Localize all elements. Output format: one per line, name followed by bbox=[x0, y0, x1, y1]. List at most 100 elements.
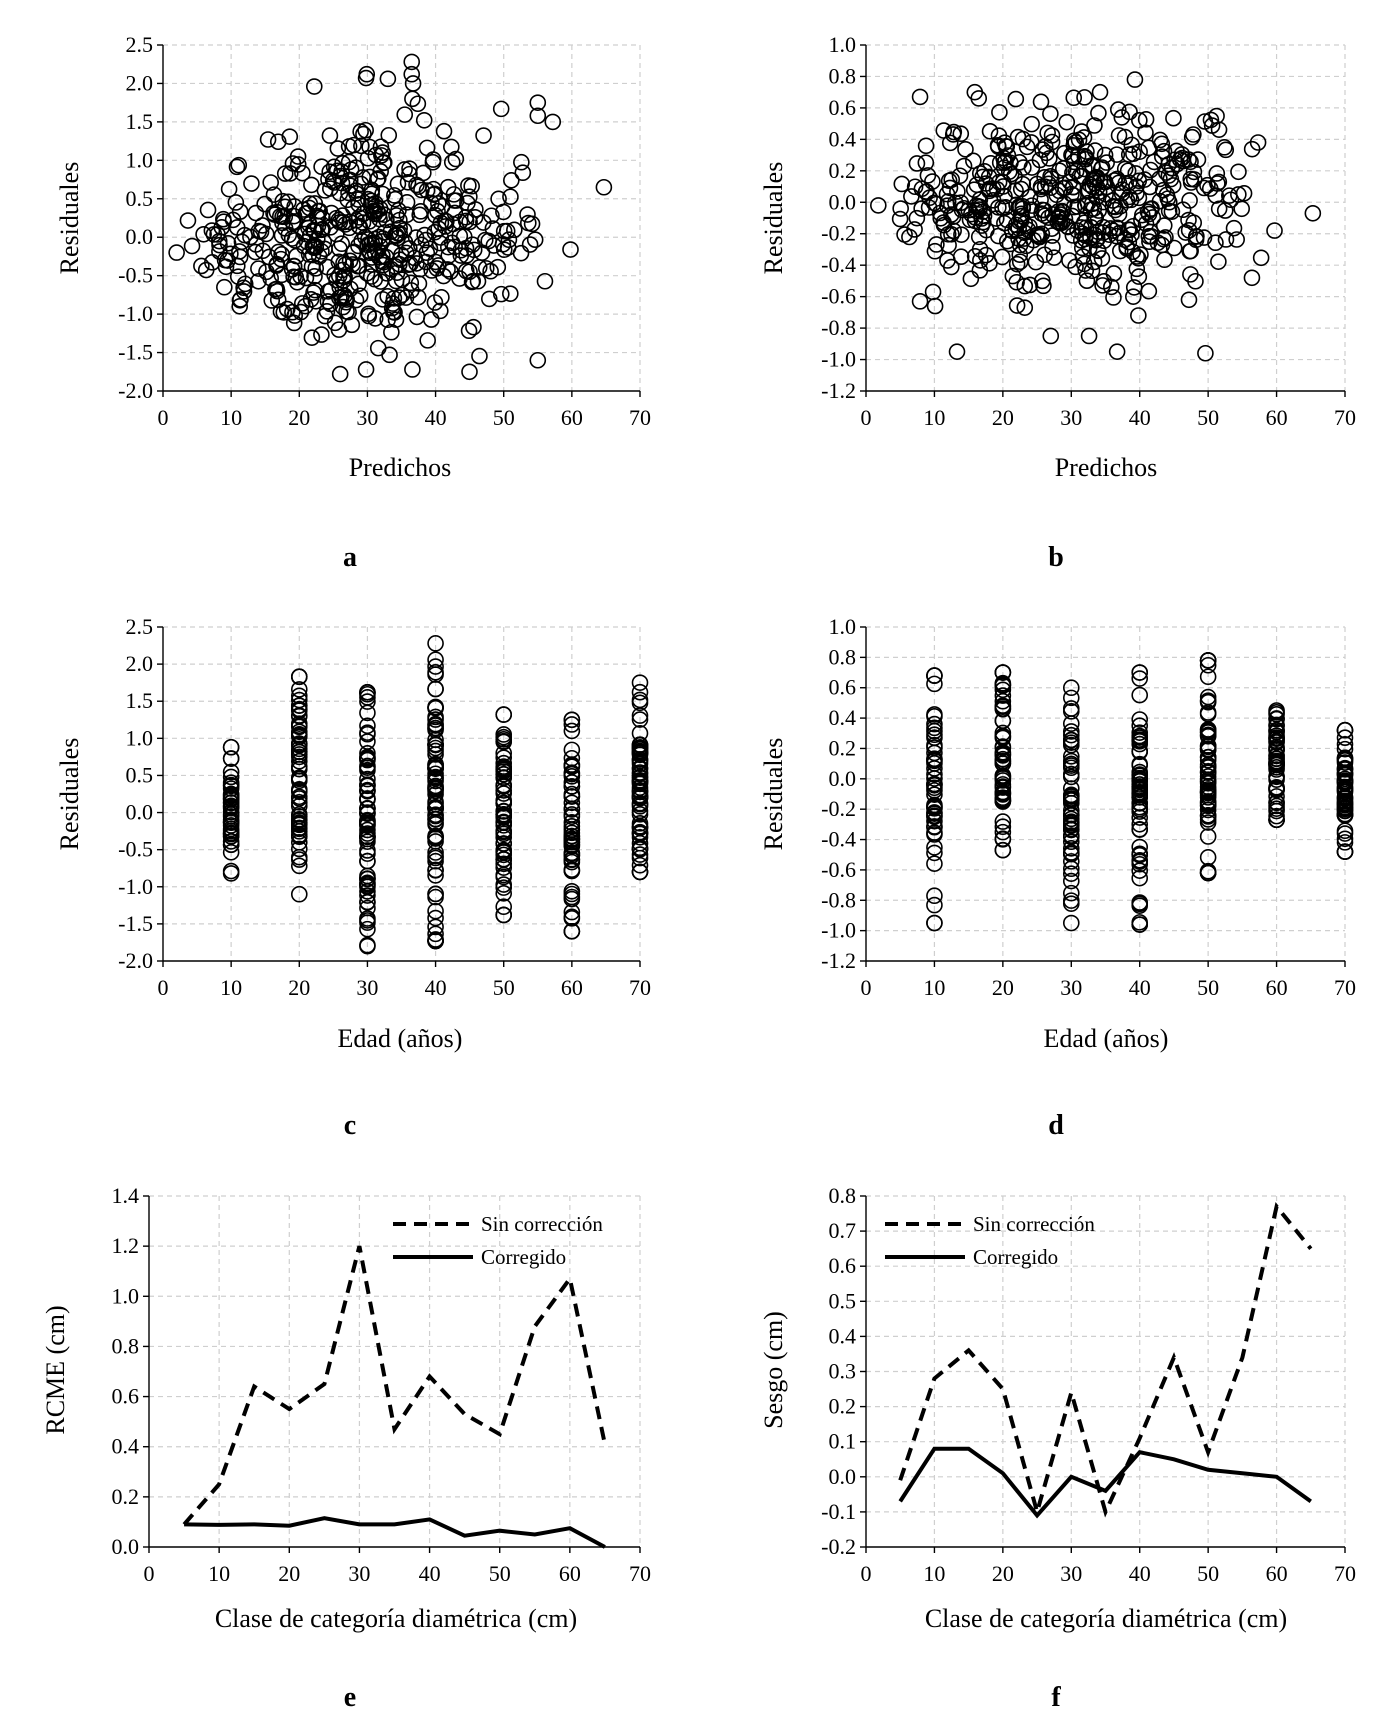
data-point bbox=[463, 273, 481, 291]
data-point bbox=[379, 311, 396, 329]
y-tick-label: -0.4 bbox=[821, 252, 856, 277]
data-point bbox=[1121, 221, 1138, 239]
data-point bbox=[1243, 269, 1261, 287]
x-tick-label: 30 bbox=[1060, 405, 1082, 430]
data-point bbox=[1180, 151, 1197, 168]
data-point bbox=[1131, 846, 1149, 864]
data-point bbox=[1062, 853, 1080, 870]
data-point bbox=[390, 289, 408, 306]
data-point bbox=[631, 740, 649, 758]
data-point bbox=[338, 303, 355, 320]
x-tick-label: 0 bbox=[158, 405, 169, 430]
x-axis-title: Edad (años) bbox=[338, 1024, 463, 1053]
y-axis-title: Residuales bbox=[759, 162, 788, 275]
x-tick-label: 70 bbox=[629, 405, 651, 430]
data-point bbox=[373, 147, 390, 164]
data-point bbox=[276, 198, 294, 216]
data-point bbox=[426, 223, 444, 241]
data-point bbox=[563, 785, 581, 803]
x-tick-label: 40 bbox=[1129, 975, 1151, 1000]
y-tick-label: -0.8 bbox=[821, 315, 856, 340]
data-point bbox=[631, 736, 649, 753]
data-point bbox=[359, 830, 376, 848]
data-point bbox=[227, 194, 245, 211]
y-tick-label: 2.0 bbox=[126, 70, 154, 95]
y-tick-label: 0.2 bbox=[112, 1484, 140, 1509]
data-point bbox=[427, 925, 444, 943]
data-point bbox=[1039, 124, 1056, 142]
data-point bbox=[427, 698, 444, 716]
data-point bbox=[521, 236, 539, 253]
data-point bbox=[399, 173, 417, 191]
data-point bbox=[357, 121, 374, 139]
data-point bbox=[372, 163, 389, 180]
data-point bbox=[1016, 299, 1034, 316]
data-point bbox=[222, 833, 240, 850]
data-point bbox=[418, 182, 436, 199]
data-point bbox=[1228, 231, 1245, 248]
x-tick-label: 30 bbox=[356, 975, 378, 1000]
data-point bbox=[1145, 153, 1163, 171]
data-point bbox=[631, 711, 649, 728]
data-point bbox=[370, 249, 388, 266]
data-point bbox=[324, 172, 342, 189]
data-point bbox=[359, 689, 376, 706]
data-point bbox=[1156, 251, 1173, 269]
data-point bbox=[353, 232, 370, 250]
data-point bbox=[1123, 136, 1141, 154]
data-point bbox=[359, 782, 376, 799]
data-point bbox=[1051, 214, 1069, 232]
data-point bbox=[427, 932, 444, 950]
data-point bbox=[311, 202, 328, 220]
data-point bbox=[940, 172, 958, 190]
data-point bbox=[974, 168, 992, 186]
data-point bbox=[209, 226, 226, 243]
data-point bbox=[359, 893, 376, 911]
data-point bbox=[941, 134, 959, 152]
data-point bbox=[340, 184, 357, 202]
data-point bbox=[1064, 178, 1082, 196]
data-point bbox=[357, 69, 375, 87]
y-tick-label: -1.2 bbox=[821, 948, 856, 973]
data-point bbox=[444, 215, 462, 233]
data-point bbox=[1108, 227, 1125, 245]
data-point bbox=[495, 859, 513, 876]
data-point bbox=[1032, 93, 1050, 111]
y-tick-label: 0.4 bbox=[112, 1434, 140, 1459]
x-tick-label: 20 bbox=[992, 1561, 1014, 1586]
x-tick-label: 40 bbox=[1129, 405, 1151, 430]
data-point bbox=[447, 150, 465, 168]
data-point bbox=[235, 283, 253, 300]
data-point bbox=[222, 862, 240, 880]
data-point bbox=[322, 281, 340, 299]
data-point bbox=[495, 885, 513, 902]
data-point bbox=[926, 715, 943, 733]
data-point bbox=[326, 314, 344, 332]
data-point bbox=[994, 769, 1012, 787]
data-point bbox=[359, 821, 376, 839]
data-point bbox=[290, 794, 308, 811]
data-point bbox=[1131, 895, 1149, 913]
data-point bbox=[631, 856, 649, 874]
data-point bbox=[926, 807, 943, 824]
data-point bbox=[427, 651, 444, 669]
data-point bbox=[994, 681, 1012, 699]
data-point bbox=[306, 268, 323, 285]
data-point bbox=[911, 88, 929, 106]
data-point bbox=[1336, 792, 1354, 810]
data-point bbox=[290, 700, 308, 718]
y-tick-label: 0.8 bbox=[829, 63, 857, 88]
panel-a: -2.0 -1.5 -1.0 -0.5 0.0 0.5 1.0 1.5 2.0 2.5 0 10 20 3… bbox=[55, 32, 651, 573]
data-point bbox=[1131, 783, 1149, 801]
data-point bbox=[1077, 262, 1095, 279]
x-tick-label: 0 bbox=[144, 1561, 155, 1586]
data-point bbox=[303, 329, 321, 346]
data-point bbox=[994, 841, 1012, 859]
data-point bbox=[995, 159, 1013, 177]
data-point bbox=[427, 833, 444, 850]
data-point bbox=[631, 674, 649, 691]
data-point bbox=[926, 744, 943, 762]
y-tick-label: 0.8 bbox=[829, 644, 857, 669]
data-point bbox=[1131, 670, 1149, 687]
x-tick-label: 50 bbox=[493, 405, 515, 430]
